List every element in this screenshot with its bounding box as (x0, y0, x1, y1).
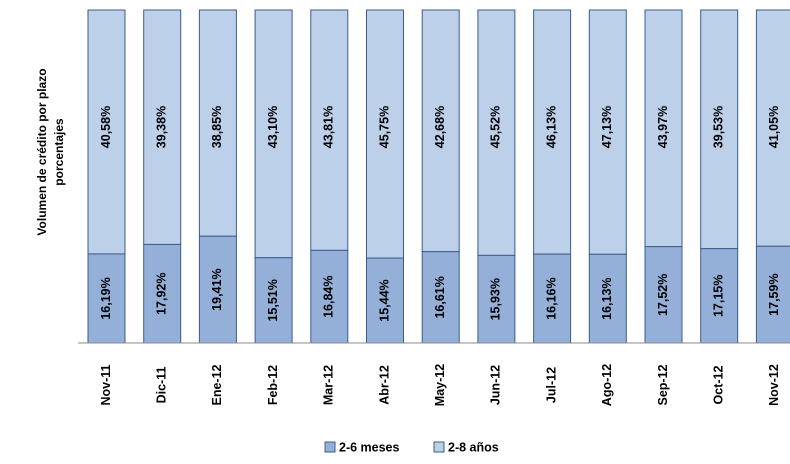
legend-swatch (433, 441, 445, 453)
y-axis-label-line: Volumen de crédito por plazo (35, 68, 49, 235)
x-tick-label: May-12 (433, 364, 447, 406)
bar-segment-2-8-anos (87, 9, 126, 255)
data-label-2-8-anos: 40,58% (99, 106, 113, 148)
y-axis-label: Volumen de crédito por plazo porcentajes (35, 68, 66, 235)
bar-segment-2-6-meses (143, 243, 182, 344)
data-label-2-6-meses: 17,15% (711, 275, 725, 317)
bar-segment-2-8-anos (477, 9, 516, 256)
data-label-2-6-meses: 15,93% (489, 278, 503, 320)
data-label-2-8-anos: 42,68% (433, 106, 447, 148)
data-label-2-6-meses: 19,41% (210, 268, 224, 310)
bar-segment-2-8-anos (755, 9, 790, 247)
legend-label: 2-8 años (448, 440, 499, 454)
bar-segment-2-6-meses (87, 253, 126, 344)
bar-segment-2-6-meses (588, 253, 627, 344)
data-label-2-6-meses: 15,51% (266, 279, 280, 321)
x-tick-label: Nov-11 (99, 364, 113, 405)
data-label-2-8-anos: 45,75% (377, 106, 391, 148)
data-label-2-6-meses: 17,52% (656, 274, 670, 316)
x-tick-label: Oct-12 (711, 366, 725, 405)
data-label-2-8-anos: 41,05% (767, 106, 781, 148)
bar-segment-2-8-anos (588, 9, 627, 255)
data-label-2-6-meses: 16,61% (433, 276, 447, 318)
x-tick-label: Nov-12 (767, 364, 781, 406)
bar-segment-2-6-meses (700, 248, 739, 344)
bar-segment-2-6-meses (477, 254, 516, 344)
data-label-2-6-meses: 16,19% (99, 277, 113, 319)
x-tick-label: Feb-12 (266, 365, 280, 405)
data-label-2-6-meses: 17,59% (767, 273, 781, 315)
x-tick-label: Jun-12 (489, 365, 503, 405)
bar-segment-2-8-anos (644, 9, 683, 248)
bar-segment-2-6-meses (254, 257, 293, 344)
bar-segment-2-6-meses (310, 249, 349, 344)
x-tick-label: Ene-12 (210, 364, 224, 405)
legend-label: 2-6 meses (339, 440, 400, 454)
bar-segment-2-6-meses (421, 251, 460, 344)
data-label-2-8-anos: 39,38% (154, 106, 168, 148)
x-tick-label: Mar-12 (322, 365, 336, 405)
legend-swatch (324, 441, 336, 453)
data-label-2-8-anos: 43,81% (322, 106, 336, 148)
bar-segment-2-8-anos (700, 9, 739, 250)
bars-group (87, 9, 790, 344)
data-labels-group: 16,19% 40,58% 17,92% 39,38% 19,41% 38,85% 15,5… (99, 106, 781, 322)
data-label-2-6-meses: 16,16% (544, 277, 558, 319)
data-label-2-8-anos: 46,13% (544, 106, 558, 148)
x-tick-label: Abr-12 (377, 365, 391, 405)
data-label-2-8-anos: 43,97% (656, 106, 670, 148)
x-tick-label: Sep-12 (656, 364, 670, 405)
bar-segment-2-8-anos (533, 9, 572, 255)
bar-segment-2-6-meses (644, 246, 683, 344)
x-tick-label: Dic-11 (154, 367, 168, 404)
data-label-2-6-meses: 16,84% (322, 275, 336, 317)
legend: 2-6 meses 2-8 años (324, 440, 499, 454)
data-label-2-6-meses: 16,13% (600, 277, 614, 319)
data-label-2-8-anos: 43,10% (266, 106, 280, 148)
data-label-2-6-meses: 17,92% (154, 273, 168, 315)
bar-segment-2-8-anos (366, 9, 404, 259)
bar-segment-2-6-meses (533, 253, 572, 344)
data-label-2-6-meses: 15,44% (377, 279, 391, 321)
x-tick-label: Jul-12 (544, 367, 558, 403)
bar-segment-2-6-meses (366, 257, 404, 344)
y-axis-label-line: porcentajes (52, 118, 66, 186)
x-tick-label: Ago-12 (600, 364, 614, 406)
bar-segment-2-6-meses (198, 235, 237, 344)
data-label-2-8-anos: 39,53% (711, 106, 725, 148)
x-tick-labels-group: Nov-11 Dic-11 Ene-12 Feb-12 Mar-12 Abr-12 May-… (99, 364, 781, 406)
data-label-2-8-anos: 47,13% (600, 106, 614, 148)
data-label-2-8-anos: 45,52% (489, 106, 503, 148)
bar-segment-2-8-anos (143, 9, 182, 245)
data-label-2-8-anos: 38,85% (210, 106, 224, 148)
